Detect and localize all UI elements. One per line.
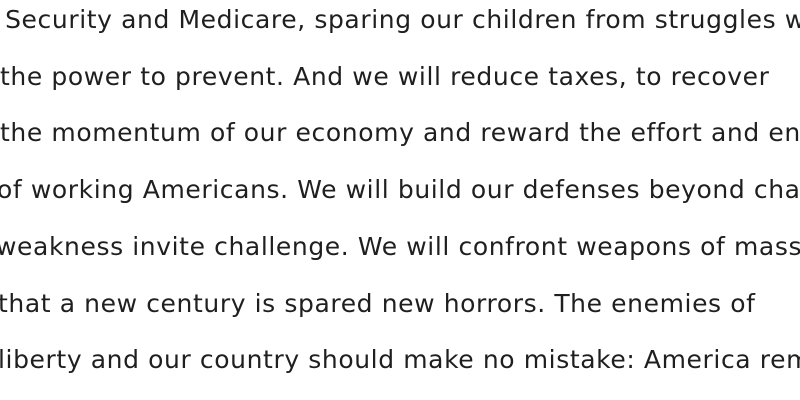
text-line-2: the power to prevent. And we will reduce… (0, 62, 770, 91)
text-line-6: that a new century is spared new horrors… (0, 289, 756, 318)
text-line-5: weakness invite challenge. We will confr… (0, 232, 800, 261)
text-line-7: liberty and our country should make no m… (0, 345, 800, 374)
text-line-1: l Security and Medicare, sparing our chi… (0, 5, 800, 34)
text-line-4: of working Americans. We will build our … (0, 175, 800, 204)
text-line-3: the momentum of our economy and reward t… (0, 118, 800, 147)
